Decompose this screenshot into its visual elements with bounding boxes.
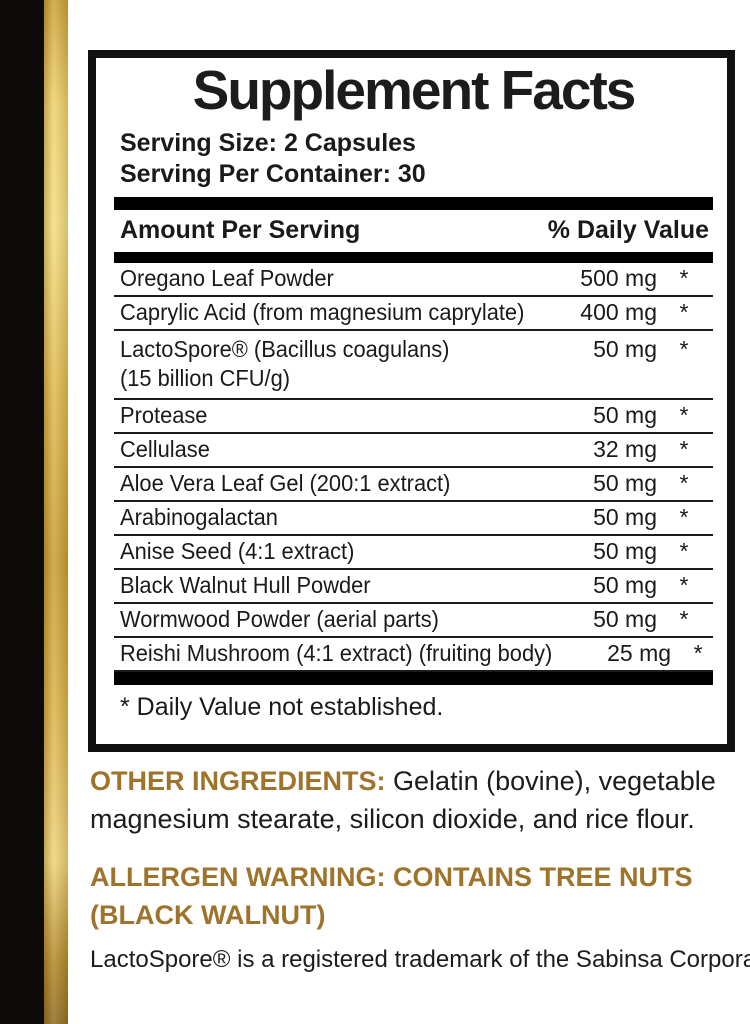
daily-value-header: % Daily Value [547,215,709,244]
ingredient-amount: 50 mg [593,504,657,531]
other-ingredients-paragraph: OTHER INGREDIENTS: Gelatin (bovine), veg… [90,762,750,839]
left-black-strip [0,0,44,1024]
ingredient-row-oregano: Oregano Leaf Powder 500 mg * [114,263,713,297]
ingredient-amount: 400 mg [580,299,657,326]
ingredient-row-wormwood: Wormwood Powder (aerial parts) 50 mg * [114,604,713,638]
trademark-note: LactoSpore® is a registered trademark of… [90,946,750,973]
ingredient-row-arabinogalactan: Arabinogalactan 50 mg * [114,502,713,536]
ingredient-daily-value: * [679,504,689,531]
left-gold-strip [44,0,68,1024]
panel-title: Supplement Facts [192,59,637,121]
ingredient-row-black-walnut: Black Walnut Hull Powder 50 mg * [114,570,713,604]
ingredient-name: Black Walnut Hull Powder [120,571,371,598]
divider-bar-thick [114,251,713,263]
serving-size: Serving Size: 2 Capsules [120,128,416,157]
ingredient-row-protease: Protease 50 mg * [114,400,713,434]
ingredient-daily-value: * [679,538,689,565]
ingredient-amount: 50 mg [593,402,657,429]
ingredient-daily-value: * [679,470,689,497]
ingredient-name: Caprylic Acid (from magnesium caprylate) [120,299,525,326]
column-header-row: Amount Per Serving % Daily Value [114,210,713,252]
other-ingredients-text-line1: Gelatin (bovine), vegetable [393,766,716,796]
ingredient-amount: 50 mg [593,470,657,497]
ingredient-name: Wormwood Powder (aerial parts) [120,605,439,632]
ingredient-daily-value: * [679,299,689,326]
ingredient-name-line2: (15 billion CFU/g) [120,365,291,392]
ingredient-name: Arabinogalactan [120,503,278,530]
daily-value-footnote: * Daily Value not established. [120,692,444,721]
ingredient-amount: 500 mg [580,265,657,292]
ingredient-name: Reishi Mushroom (4:1 extract) (fruiting … [120,639,553,666]
divider-bar-thick [114,671,713,685]
ingredient-daily-value: * [679,436,689,463]
ingredient-row-aloe-vera: Aloe Vera Leaf Gel (200:1 extract) 50 mg… [114,468,713,502]
servings-per-container: Serving Per Container: 30 [120,159,426,188]
allergen-warning: ALLERGEN WARNING: CONTAINS TREE NUTS (BL… [90,858,750,935]
ingredient-name: Cellulase [120,435,210,462]
ingredient-daily-value: * [679,606,689,633]
ingredient-row-caprylic-acid: Caprylic Acid (from magnesium caprylate)… [114,297,713,331]
ingredient-row-reishi: Reishi Mushroom (4:1 extract) (fruiting … [114,638,713,672]
supplement-facts-panel: Supplement Facts Serving Size: 2 Capsule… [88,50,735,752]
ingredient-row-anise-seed: Anise Seed (4:1 extract) 50 mg * [114,536,713,570]
ingredient-amount: 50 mg [593,335,657,362]
ingredient-amount: 50 mg [593,606,657,633]
ingredient-amount: 50 mg [593,538,657,565]
ingredient-daily-value: * [679,265,689,292]
ingredient-daily-value: * [693,640,703,667]
other-ingredients-label: OTHER INGREDIENTS: [90,766,386,796]
ingredient-amount: 25 mg [607,640,672,667]
ingredient-amount: 50 mg [593,572,657,599]
ingredient-name: Oregano Leaf Powder [120,265,334,292]
ingredient-name: Anise Seed (4:1 extract) [120,537,355,564]
allergen-warning-line2: (BLACK WALNUT) [90,900,326,931]
amount-per-serving-header: Amount Per Serving [120,215,361,244]
ingredient-daily-value: * [679,402,689,429]
ingredient-row-lactospore: LactoSpore® (Bacillus coagulans) (15 bil… [114,331,713,400]
ingredient-name: Aloe Vera Leaf Gel (200:1 extract) [120,469,451,496]
ingredient-amount: 32 mg [593,436,657,463]
ingredient-daily-value: * [679,335,689,362]
ingredient-name: LactoSpore® (Bacillus coagulans) (15 bil… [120,335,539,394]
divider-bar-thick [114,196,713,210]
ingredient-row-cellulase: Cellulase 32 mg * [114,434,713,468]
ingredient-daily-value: * [679,572,689,599]
ingredient-name: Protease [120,401,208,428]
other-ingredients-text-line2: magnesium stearate, silicon dioxide, and… [90,804,695,835]
allergen-warning-line1: ALLERGEN WARNING: CONTAINS TREE NUTS [90,862,693,892]
